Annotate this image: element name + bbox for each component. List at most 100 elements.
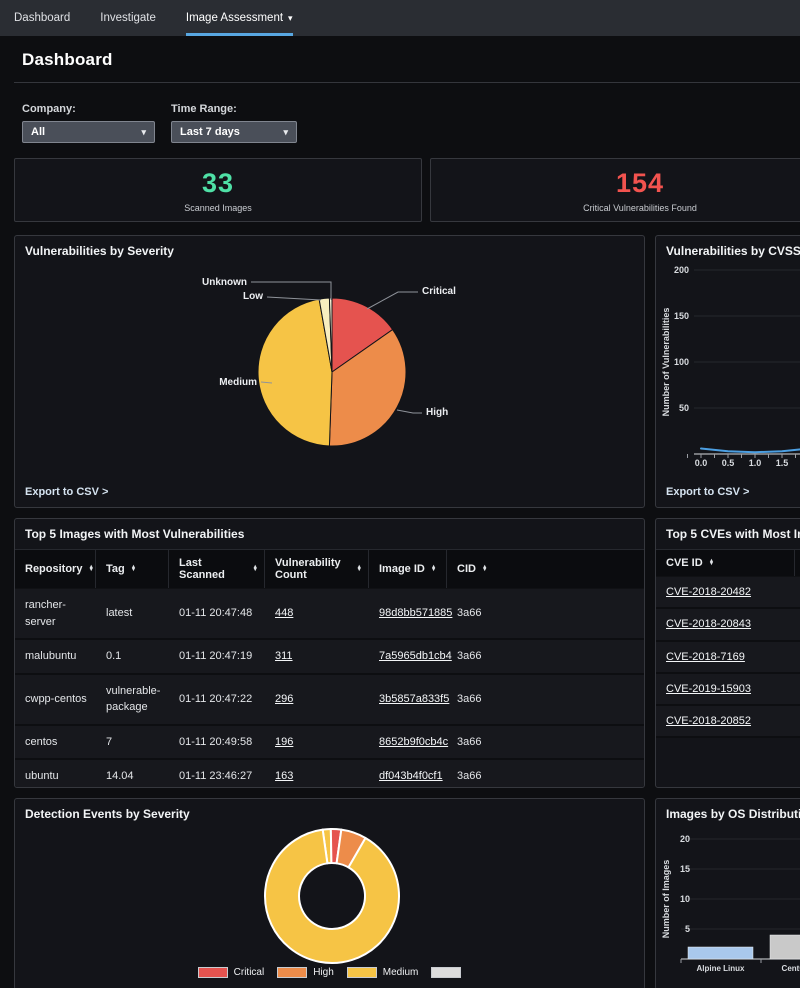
- scanned-images-card: 33 Scanned Images: [14, 158, 422, 222]
- column-header-cve-id[interactable]: CVE ID ▲ ▼: [656, 550, 795, 576]
- vulnerability-count-link[interactable]: 448: [275, 607, 294, 620]
- column-header-empty: [795, 550, 800, 576]
- column-header-repository[interactable]: Repository ▲ ▼: [15, 550, 96, 588]
- scanned-images-value: 33: [201, 167, 235, 198]
- cell-cid: 3a66: [457, 607, 482, 620]
- image-id-link[interactable]: df043b4f0cf1: [379, 770, 443, 782]
- vulnerability-count-link[interactable]: 196: [275, 735, 294, 748]
- cell-repository: rancher-server: [25, 599, 66, 628]
- cell-count: 163: [265, 760, 369, 787]
- svg-text:20: 20: [680, 834, 690, 844]
- cell-cid: 3a66: [457, 770, 482, 782]
- svg-text:200: 200: [674, 265, 689, 275]
- table-row: CVE-2019-15903: [656, 673, 800, 707]
- critical-vulns-label: Critical Vulnerabilities Found: [583, 202, 697, 213]
- vulnerabilities-by-severity-panel: Vulnerabilities by Severity Critical High…: [14, 235, 645, 508]
- svg-text:High: High: [426, 407, 448, 418]
- legend-label: High: [313, 967, 334, 978]
- panel-title: Images by OS Distribution: [666, 807, 800, 821]
- svg-text:150: 150: [674, 311, 689, 321]
- time-range-dropdown[interactable]: Last 7 days ▾: [171, 121, 297, 143]
- vulnerability-count-link[interactable]: 311: [275, 650, 293, 662]
- cell-count: 448: [265, 589, 369, 638]
- column-header-image-id[interactable]: Image ID ▲ ▼: [369, 550, 447, 588]
- time-range-dropdown-value: Last 7 days: [180, 126, 240, 138]
- chart-legend: Critical High Medium: [15, 967, 644, 978]
- vulnerabilities-by-cvss-panel: Vulnerabilities by CVSS Score 50 100 150 20…: [655, 235, 800, 508]
- cell-tag: 7: [106, 735, 113, 748]
- company-dropdown[interactable]: All ▾: [22, 121, 155, 143]
- panel-title: Top 5 CVEs with Most Impacted Images: [666, 527, 800, 541]
- column-header-vulnerability-count[interactable]: Vulnerability Count ▲ ▼: [265, 550, 369, 588]
- cell-image-id: 3b5857a833f5: [369, 675, 450, 724]
- nav-item-investigate[interactable]: Investigate: [100, 0, 156, 36]
- table-row: CVE-2018-20852: [656, 706, 800, 739]
- sort-icon: ▲ ▼: [252, 563, 258, 573]
- column-label: CVE ID: [666, 557, 703, 569]
- export-csv-link[interactable]: Export to CSV >: [666, 486, 750, 498]
- cell-count: 311: [265, 640, 369, 673]
- company-dropdown-value: All: [31, 126, 46, 138]
- cell-repository: cwpp-centos: [25, 692, 87, 705]
- column-header-cid[interactable]: CID ▲ ▼: [447, 550, 644, 588]
- svg-text:CentOS Linux: CentOS Linux: [782, 964, 800, 973]
- top-images-table: Repository ▲ ▼ Tag ▲ ▼ Last Scanned ▲ ▼ Vulnerabi…: [15, 549, 644, 787]
- cve-link[interactable]: CVE-2019-15903: [666, 682, 752, 695]
- chevron-down-icon: ▾: [288, 12, 293, 23]
- top-nav: Dashboard Investigate Image Assessment ▾: [0, 0, 800, 36]
- sort-icon: ▲ ▼: [88, 563, 94, 573]
- detections-donut-chart: [264, 828, 400, 964]
- chevron-down-icon: ▾: [283, 126, 288, 137]
- legend-swatch: [277, 967, 308, 978]
- cell-cid: 3a66: [457, 650, 482, 662]
- time-range-filter: Time Range: Last 7 days ▾: [171, 103, 297, 143]
- cve-link[interactable]: CVE-2018-20843: [666, 618, 752, 631]
- table-header-row: Repository ▲ ▼ Tag ▲ ▼ Last Scanned ▲ ▼ Vulnerabi…: [15, 549, 644, 589]
- legend-label: Critical: [233, 967, 265, 978]
- legend-item: [431, 967, 462, 978]
- scanned-images-label: Scanned Images: [184, 202, 252, 213]
- image-id-link[interactable]: 98d8bb571885: [379, 607, 453, 620]
- column-label: Image ID: [379, 563, 425, 575]
- image-id-link[interactable]: 7a5965db1cb4: [379, 650, 452, 662]
- svg-text:5: 5: [685, 924, 690, 934]
- vulnerability-count-link[interactable]: 163: [275, 770, 294, 782]
- cell-tag: 0.1: [106, 650, 122, 662]
- top-cves-table: CVE ID ▲ ▼ CVE-2018-20482 CVE-2018-20843 CV…: [656, 549, 800, 739]
- severity-pie-chart: Critical High Medium Low Unknown: [202, 277, 456, 447]
- image-id-link[interactable]: 3b5857a833f5: [379, 692, 450, 705]
- table-body: rancher-server latest 01-11 20:47:48 448 98d…: [15, 589, 644, 787]
- legend-item: High: [277, 967, 334, 978]
- column-header-tag[interactable]: Tag ▲ ▼: [96, 550, 169, 588]
- cell-last-scanned: 01-11 23:46:27: [179, 770, 253, 782]
- legend-swatch: [197, 967, 228, 978]
- cell-last-scanned: 01-11 20:47:22: [179, 692, 253, 705]
- nav-label: Dashboard: [14, 12, 71, 24]
- cell-repository: ubuntu: [25, 770, 59, 782]
- cell-image-id: 98d8bb571885: [369, 589, 452, 638]
- sort-icon: ▲ ▼: [708, 557, 715, 567]
- metric-cards: 33 Scanned Images 154 Critical Vulnerabi…: [14, 158, 800, 222]
- nav-item-dashboard[interactable]: Dashboard: [14, 0, 70, 36]
- cve-link[interactable]: CVE-2018-20852: [666, 715, 752, 728]
- column-label: Vulnerability Count: [275, 557, 341, 581]
- os-bar-chart: 5 10 15 20 Number of Images Alpine Linux CentO…: [661, 834, 800, 973]
- time-range-filter-label: Time Range:: [171, 103, 237, 115]
- svg-text:Critical: Critical: [422, 286, 456, 297]
- filter-bar: Company: All ▾ Time Range: Last 7 days ▾: [22, 103, 800, 143]
- sort-icon: ▲ ▼: [356, 563, 362, 573]
- sort-icon: ▲ ▼: [481, 563, 488, 573]
- cell-repository: centos: [25, 735, 58, 748]
- cve-link[interactable]: CVE-2018-7169: [666, 650, 745, 663]
- cve-link[interactable]: CVE-2018-20482: [666, 586, 752, 598]
- cell-image-id: df043b4f0cf1: [369, 760, 447, 787]
- svg-text:Medium: Medium: [219, 377, 257, 388]
- image-id-link[interactable]: 8652b9f0cb4c: [379, 735, 449, 748]
- export-csv-link[interactable]: Export to CSV >: [25, 486, 109, 498]
- cell-tag: latest: [106, 607, 133, 620]
- svg-text:Number of Images: Number of Images: [661, 860, 671, 939]
- vulnerability-count-link[interactable]: 296: [275, 692, 294, 705]
- svg-text:0.0: 0.0: [695, 458, 708, 468]
- nav-item-image-assessment[interactable]: Image Assessment ▾: [186, 0, 293, 36]
- column-header-last-scanned[interactable]: Last Scanned ▲ ▼: [169, 550, 265, 588]
